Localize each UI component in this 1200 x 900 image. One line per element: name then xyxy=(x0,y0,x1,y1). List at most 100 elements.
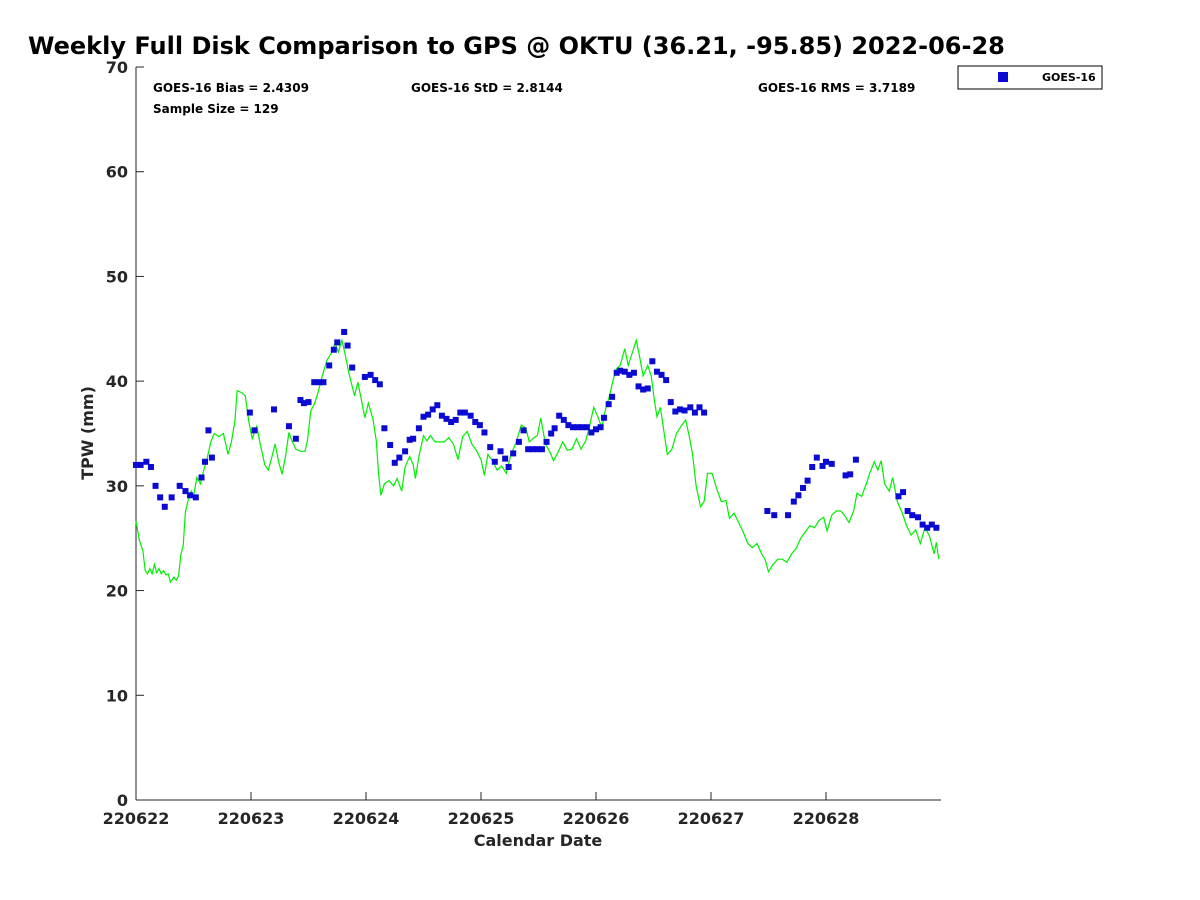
goes16-data-point xyxy=(415,425,422,432)
goes16-data-point xyxy=(764,507,771,514)
goes16-data-point xyxy=(246,409,253,416)
goes16-data-point xyxy=(565,422,572,429)
goes16-data-point xyxy=(681,407,688,414)
y-tick-label: 0 xyxy=(117,791,128,810)
goes16-data-point xyxy=(387,442,394,449)
goes16-data-point xyxy=(176,482,183,489)
goes16-data-point xyxy=(300,400,307,407)
goes16-data-point xyxy=(410,435,417,442)
sample-size-stat: Sample Size = 129 xyxy=(153,102,279,116)
goes16-data-point xyxy=(452,416,459,423)
goes16-data-point xyxy=(157,494,164,501)
goes16-data-point xyxy=(574,424,581,431)
y-tick-label: 30 xyxy=(106,477,128,496)
y-tick-label: 20 xyxy=(106,582,128,601)
x-tick-label: 220624 xyxy=(333,809,400,828)
goes16-data-point xyxy=(182,488,189,495)
goes16-data-point xyxy=(491,458,498,465)
goes16-data-point xyxy=(649,358,656,365)
x-axis-label: Calendar Date xyxy=(474,831,603,850)
goes16-data-point xyxy=(372,377,379,384)
goes16-data-point xyxy=(202,458,208,465)
goes16-data-point xyxy=(292,435,299,442)
goes16-data-point xyxy=(187,492,194,499)
x-tick-label: 220623 xyxy=(218,809,285,828)
goes16-data-point xyxy=(420,413,427,420)
goes16-data-point xyxy=(476,422,483,429)
chart-title: Weekly Full Disk Comparison to GPS @ OKT… xyxy=(28,32,1005,60)
goes16-data-point xyxy=(919,521,926,528)
goes16-data-point xyxy=(790,498,797,505)
goes16-data-point xyxy=(785,512,792,519)
goes16-data-point xyxy=(285,423,292,430)
goes16-data-point xyxy=(161,503,168,510)
goes16-data-point xyxy=(583,424,590,431)
gps-tpw-line xyxy=(135,337,940,584)
goes16-data-point xyxy=(842,472,849,479)
goes16-data-point xyxy=(434,402,441,409)
goes16-data-point xyxy=(653,368,660,375)
plot-axes xyxy=(135,67,941,801)
goes16-data-point xyxy=(376,381,383,388)
goes16-data-point xyxy=(852,456,859,463)
goes16-data-point xyxy=(676,406,683,413)
goes16-data-point xyxy=(320,379,327,386)
y-axis-label: TPW (mm) xyxy=(78,386,97,480)
goes16-data-point xyxy=(928,521,935,528)
goes16-data-point xyxy=(813,454,820,461)
goes16-data-point xyxy=(635,383,642,390)
goes16-scatter-series xyxy=(133,328,940,531)
goes16-data-point xyxy=(361,373,368,380)
goes16-data-point xyxy=(147,464,154,471)
goes16-data-point xyxy=(297,396,304,403)
goes16-data-point xyxy=(438,412,445,419)
goes16-data-point xyxy=(560,416,567,423)
goes16-data-point xyxy=(626,371,633,378)
goes16-data-point xyxy=(406,436,413,443)
goes16-data-point xyxy=(644,385,651,392)
goes16-data-point xyxy=(605,401,612,408)
x-tick-label: 220622 xyxy=(103,809,170,828)
gps-line-series xyxy=(135,337,940,584)
goes16-data-point xyxy=(795,492,802,499)
goes16-data-point xyxy=(381,425,388,432)
goes16-data-point xyxy=(630,369,637,376)
goes16-data-point xyxy=(667,399,674,406)
goes16-data-point xyxy=(133,461,139,468)
goes16-data-point xyxy=(597,424,604,431)
goes16-data-point xyxy=(593,426,599,433)
goes16-data-point xyxy=(900,489,907,496)
goes16-data-point xyxy=(205,427,212,434)
goes16-data-point xyxy=(152,482,159,489)
goes16-data-point xyxy=(895,493,902,500)
goes16-data-point xyxy=(696,404,703,411)
goes16-data-point xyxy=(367,371,374,378)
bias-stat: GOES-16 Bias = 2.4309 xyxy=(153,81,309,95)
goes16-data-point xyxy=(344,342,351,349)
y-axis-ticks: 0 10 20 30 40 50 60 70 xyxy=(106,58,144,810)
goes16-data-point xyxy=(525,446,532,453)
goes16-data-point xyxy=(457,409,464,416)
goes16-data-point xyxy=(402,448,409,455)
goes16-data-point xyxy=(613,369,620,376)
goes16-data-point xyxy=(208,454,215,461)
legend-box xyxy=(957,65,1103,90)
goes16-data-point xyxy=(467,412,474,419)
goes16-data-point xyxy=(556,412,563,419)
goes16-data-point xyxy=(520,427,527,434)
x-tick-label: 220628 xyxy=(793,809,860,828)
y-tick-label: 50 xyxy=(106,267,128,286)
goes16-data-point xyxy=(502,455,509,462)
goes16-data-point xyxy=(663,377,670,384)
goes16-data-point xyxy=(198,474,205,481)
goes16-data-point xyxy=(691,409,698,416)
goes16-data-point xyxy=(601,414,608,421)
goes16-data-point xyxy=(847,471,854,478)
goes16-data-point xyxy=(326,362,333,369)
goes16-data-point xyxy=(800,484,806,491)
goes16-data-point xyxy=(617,367,624,374)
legend: GOES-16 xyxy=(957,65,1103,90)
goes16-data-point xyxy=(904,507,911,514)
goes16-data-point xyxy=(538,446,545,453)
